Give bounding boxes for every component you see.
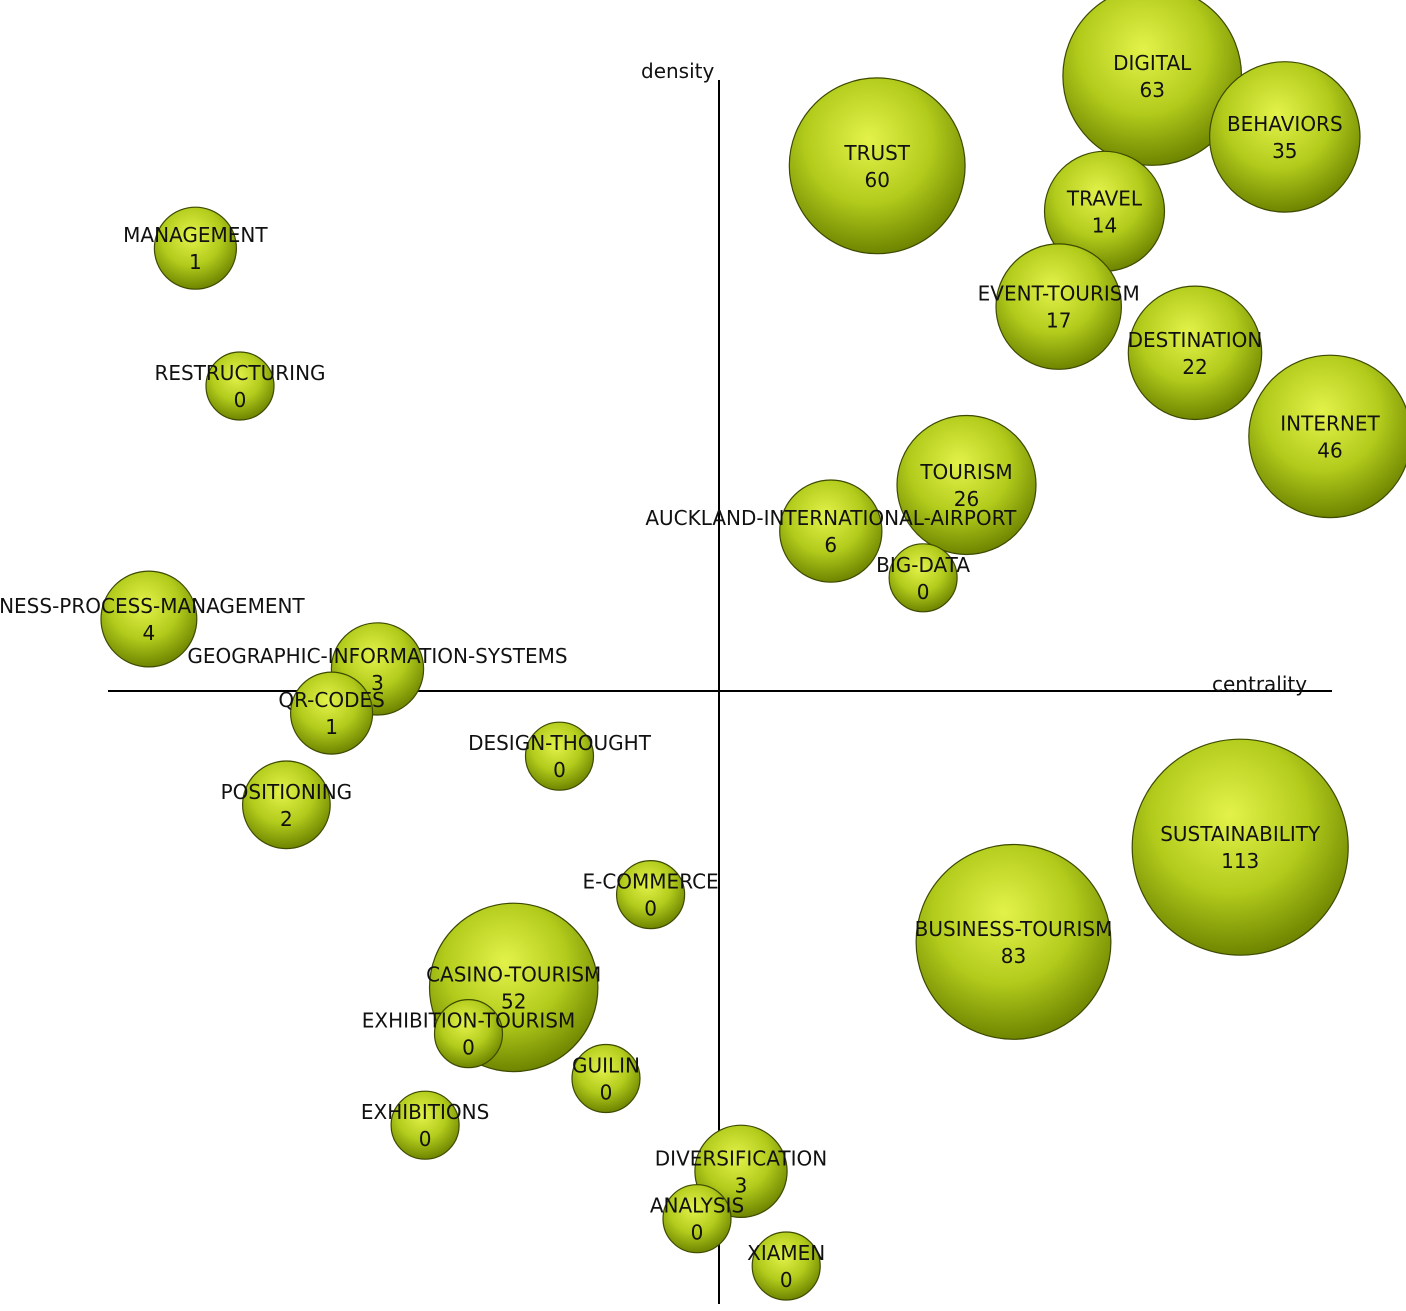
bubble-value-exhibitions: 0 (419, 1127, 432, 1151)
bubble-design-thought (524, 721, 595, 791)
bubble-label-management: MANAGEMENT (123, 223, 268, 247)
bubble-business-tourism (915, 843, 1112, 1040)
bubble-value-design-thought: 0 (553, 758, 566, 782)
bubble-label-travel: TRAVEL (1066, 186, 1143, 210)
bubble-value-tourism: 26 (954, 487, 979, 511)
bubble-exhibition-tourism (433, 998, 504, 1069)
bubble-sustainability (1131, 738, 1349, 956)
bubble-exhibitions (390, 1090, 460, 1160)
bubble-value-diversification: 3 (735, 1173, 748, 1197)
bubble-label-business-tourism: BUSINESS-TOURISM (915, 917, 1113, 941)
bubble-label-casino-tourism: CASINO-TOURISM (426, 962, 601, 986)
bubble-label-iness-process-management: INESS-PROCESS-MANAGEMENT (0, 594, 305, 618)
bubble-label-destination: DESTINATION (1128, 328, 1263, 352)
bubble-label-exhibition-tourism: EXHIBITION-TOURISM (362, 1009, 575, 1033)
bubble-value-xiamen: 0 (780, 1268, 793, 1292)
bubble-label-exhibitions: EXHIBITIONS (361, 1100, 489, 1124)
bubble-label-analysis: ANALYSIS (650, 1194, 744, 1218)
bubble-management (153, 206, 237, 290)
bubble-label-positioning: POSITIONING (221, 780, 353, 804)
bubble-event-tourism (995, 243, 1122, 370)
bubble-label-event-tourism: EVENT-TOURISM (978, 282, 1140, 306)
bubble-label-auckland-international-airport: AUCKLAND-INTERNATIONAL-AIRPORT (645, 506, 1017, 530)
bubble-label-digital: DIGITAL (1113, 51, 1192, 75)
bubble-value-restructuring: 0 (234, 388, 247, 412)
bubble-value-management: 1 (189, 250, 202, 274)
bubble-label-behaviors: BEHAVIORS (1227, 112, 1343, 136)
bubble-internet (1248, 354, 1406, 519)
bubble-label-big-data: BIG-DATA (876, 553, 970, 577)
bubble-label-qr-codes: QR-CODES (278, 688, 384, 712)
bubble-value-business-tourism: 83 (1001, 944, 1026, 968)
bubble-value-qr-codes: 1 (325, 715, 338, 739)
bubble-value-travel: 14 (1092, 213, 1117, 237)
bubble-value-analysis: 0 (691, 1221, 704, 1245)
bubble-value-big-data: 0 (917, 580, 930, 604)
bubble-behaviors (1209, 61, 1361, 213)
bubble-iness-process-management (100, 570, 198, 668)
bubble-guilin (571, 1043, 641, 1114)
bubble-big-data (888, 543, 958, 613)
bubble-label-guilin: GUILIN (572, 1054, 640, 1078)
bubble-value-digital: 63 (1139, 78, 1164, 102)
bubble-value-sustainability: 113 (1221, 849, 1259, 873)
bubble-label-trust: TRUST (843, 141, 910, 165)
bubble-tourism (896, 414, 1037, 556)
bubble-value-trust: 60 (864, 168, 889, 192)
bubble-value-iness-process-management: 4 (143, 621, 156, 645)
bubble-analysis (662, 1184, 732, 1254)
bubble-value-guilin: 0 (600, 1081, 613, 1105)
bubble-value-positioning: 2 (280, 807, 293, 831)
bubble-qr-codes (290, 671, 374, 755)
bubble-auckland-international-airport (779, 479, 883, 583)
bubble-value-auckland-international-airport: 6 (824, 533, 837, 557)
bubble-e-commerce (615, 859, 686, 930)
bubble-destination (1127, 285, 1263, 421)
bubble-value-destination: 22 (1182, 355, 1207, 379)
bubble-trust (788, 77, 966, 255)
bubble-label-sustainability: SUSTAINABILITY (1160, 822, 1321, 846)
bubble-value-exhibition-tourism: 0 (462, 1036, 475, 1060)
bubble-value-behaviors: 35 (1272, 139, 1297, 163)
y-axis-label: density (641, 59, 714, 83)
bubble-labels: DIGITAL63BEHAVIORS35TRUST60TRAVEL14MANAG… (0, 51, 1380, 1292)
bubble-value-event-tourism: 17 (1046, 309, 1071, 333)
bubble-label-design-thought: DESIGN-THOUGHT (468, 731, 652, 755)
bubble-restructuring (205, 351, 275, 421)
bubble-label-xiamen: XIAMEN (747, 1241, 825, 1265)
bubble-label-geographic-information-systems: GEOGRAPHIC-INFORMATION-SYSTEMS (187, 644, 567, 668)
bubble-positioning (241, 760, 331, 850)
bubble-value-casino-tourism: 52 (501, 989, 526, 1013)
bubble-label-diversification: DIVERSIFICATION (655, 1146, 827, 1170)
bubble-value-internet: 46 (1317, 438, 1342, 462)
bubble-xiamen (751, 1231, 821, 1301)
bubble-value-geographic-information-systems: 3 (371, 671, 384, 695)
x-axis-label: centrality (1212, 672, 1307, 696)
bubble-label-restructuring: RESTRUCTURING (154, 361, 325, 385)
bubble-label-e-commerce: E-COMMERCE (582, 870, 718, 894)
bubble-value-e-commerce: 0 (644, 897, 657, 921)
bubble-label-tourism: TOURISM (919, 460, 1012, 484)
bubble-label-internet: INTERNET (1280, 411, 1380, 435)
